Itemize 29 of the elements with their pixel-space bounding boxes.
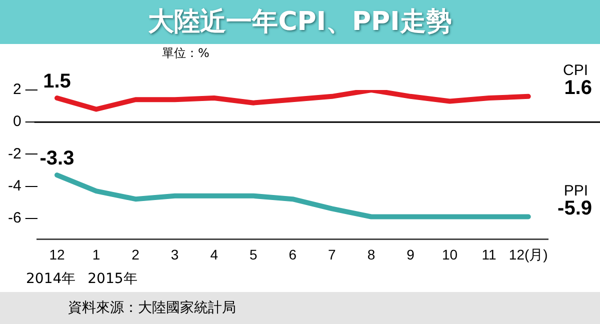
x-tick-label: 10 bbox=[442, 246, 458, 262]
y-tick-label: -4 bbox=[8, 177, 22, 194]
x-tick-label: 6 bbox=[288, 246, 297, 262]
x-tick-label: 12 bbox=[49, 246, 65, 262]
text: 2014年 bbox=[26, 270, 76, 288]
text: 單位：% bbox=[162, 46, 210, 60]
text: CPI bbox=[562, 62, 588, 80]
x-tick-label: 7 bbox=[328, 246, 336, 262]
x-tick-label: 11 bbox=[482, 246, 497, 262]
data-label: 1.6 bbox=[564, 76, 592, 99]
x-tick-label: 3 bbox=[170, 246, 179, 262]
x-tick-label: 4 bbox=[210, 246, 218, 262]
text: 2015年 bbox=[88, 270, 138, 288]
chart-title: 大陸近一年CPI、PPI走勢 bbox=[0, 0, 600, 44]
data-label: -3.3 bbox=[40, 148, 74, 170]
x-tick-label: 5 bbox=[249, 246, 258, 262]
y-tick-label: -6 bbox=[8, 209, 22, 226]
data-label: -5.9 bbox=[558, 197, 592, 220]
x-tick-label: 8 bbox=[367, 246, 376, 262]
x-tick-label: 12(月) bbox=[508, 246, 548, 262]
x-tick-label: 1 bbox=[92, 246, 100, 262]
y-tick-label: -2 bbox=[8, 145, 22, 162]
source-note: 資料來源：大陸國家統計局 bbox=[68, 300, 236, 316]
x-tick-label: 9 bbox=[406, 246, 415, 262]
x-tick-label: 2 bbox=[132, 246, 140, 262]
data-label: 1.5 bbox=[43, 70, 71, 93]
text: PPI bbox=[564, 182, 588, 200]
y-tick-label: 2 bbox=[12, 81, 22, 98]
y-tick-label: 0 bbox=[12, 113, 22, 130]
